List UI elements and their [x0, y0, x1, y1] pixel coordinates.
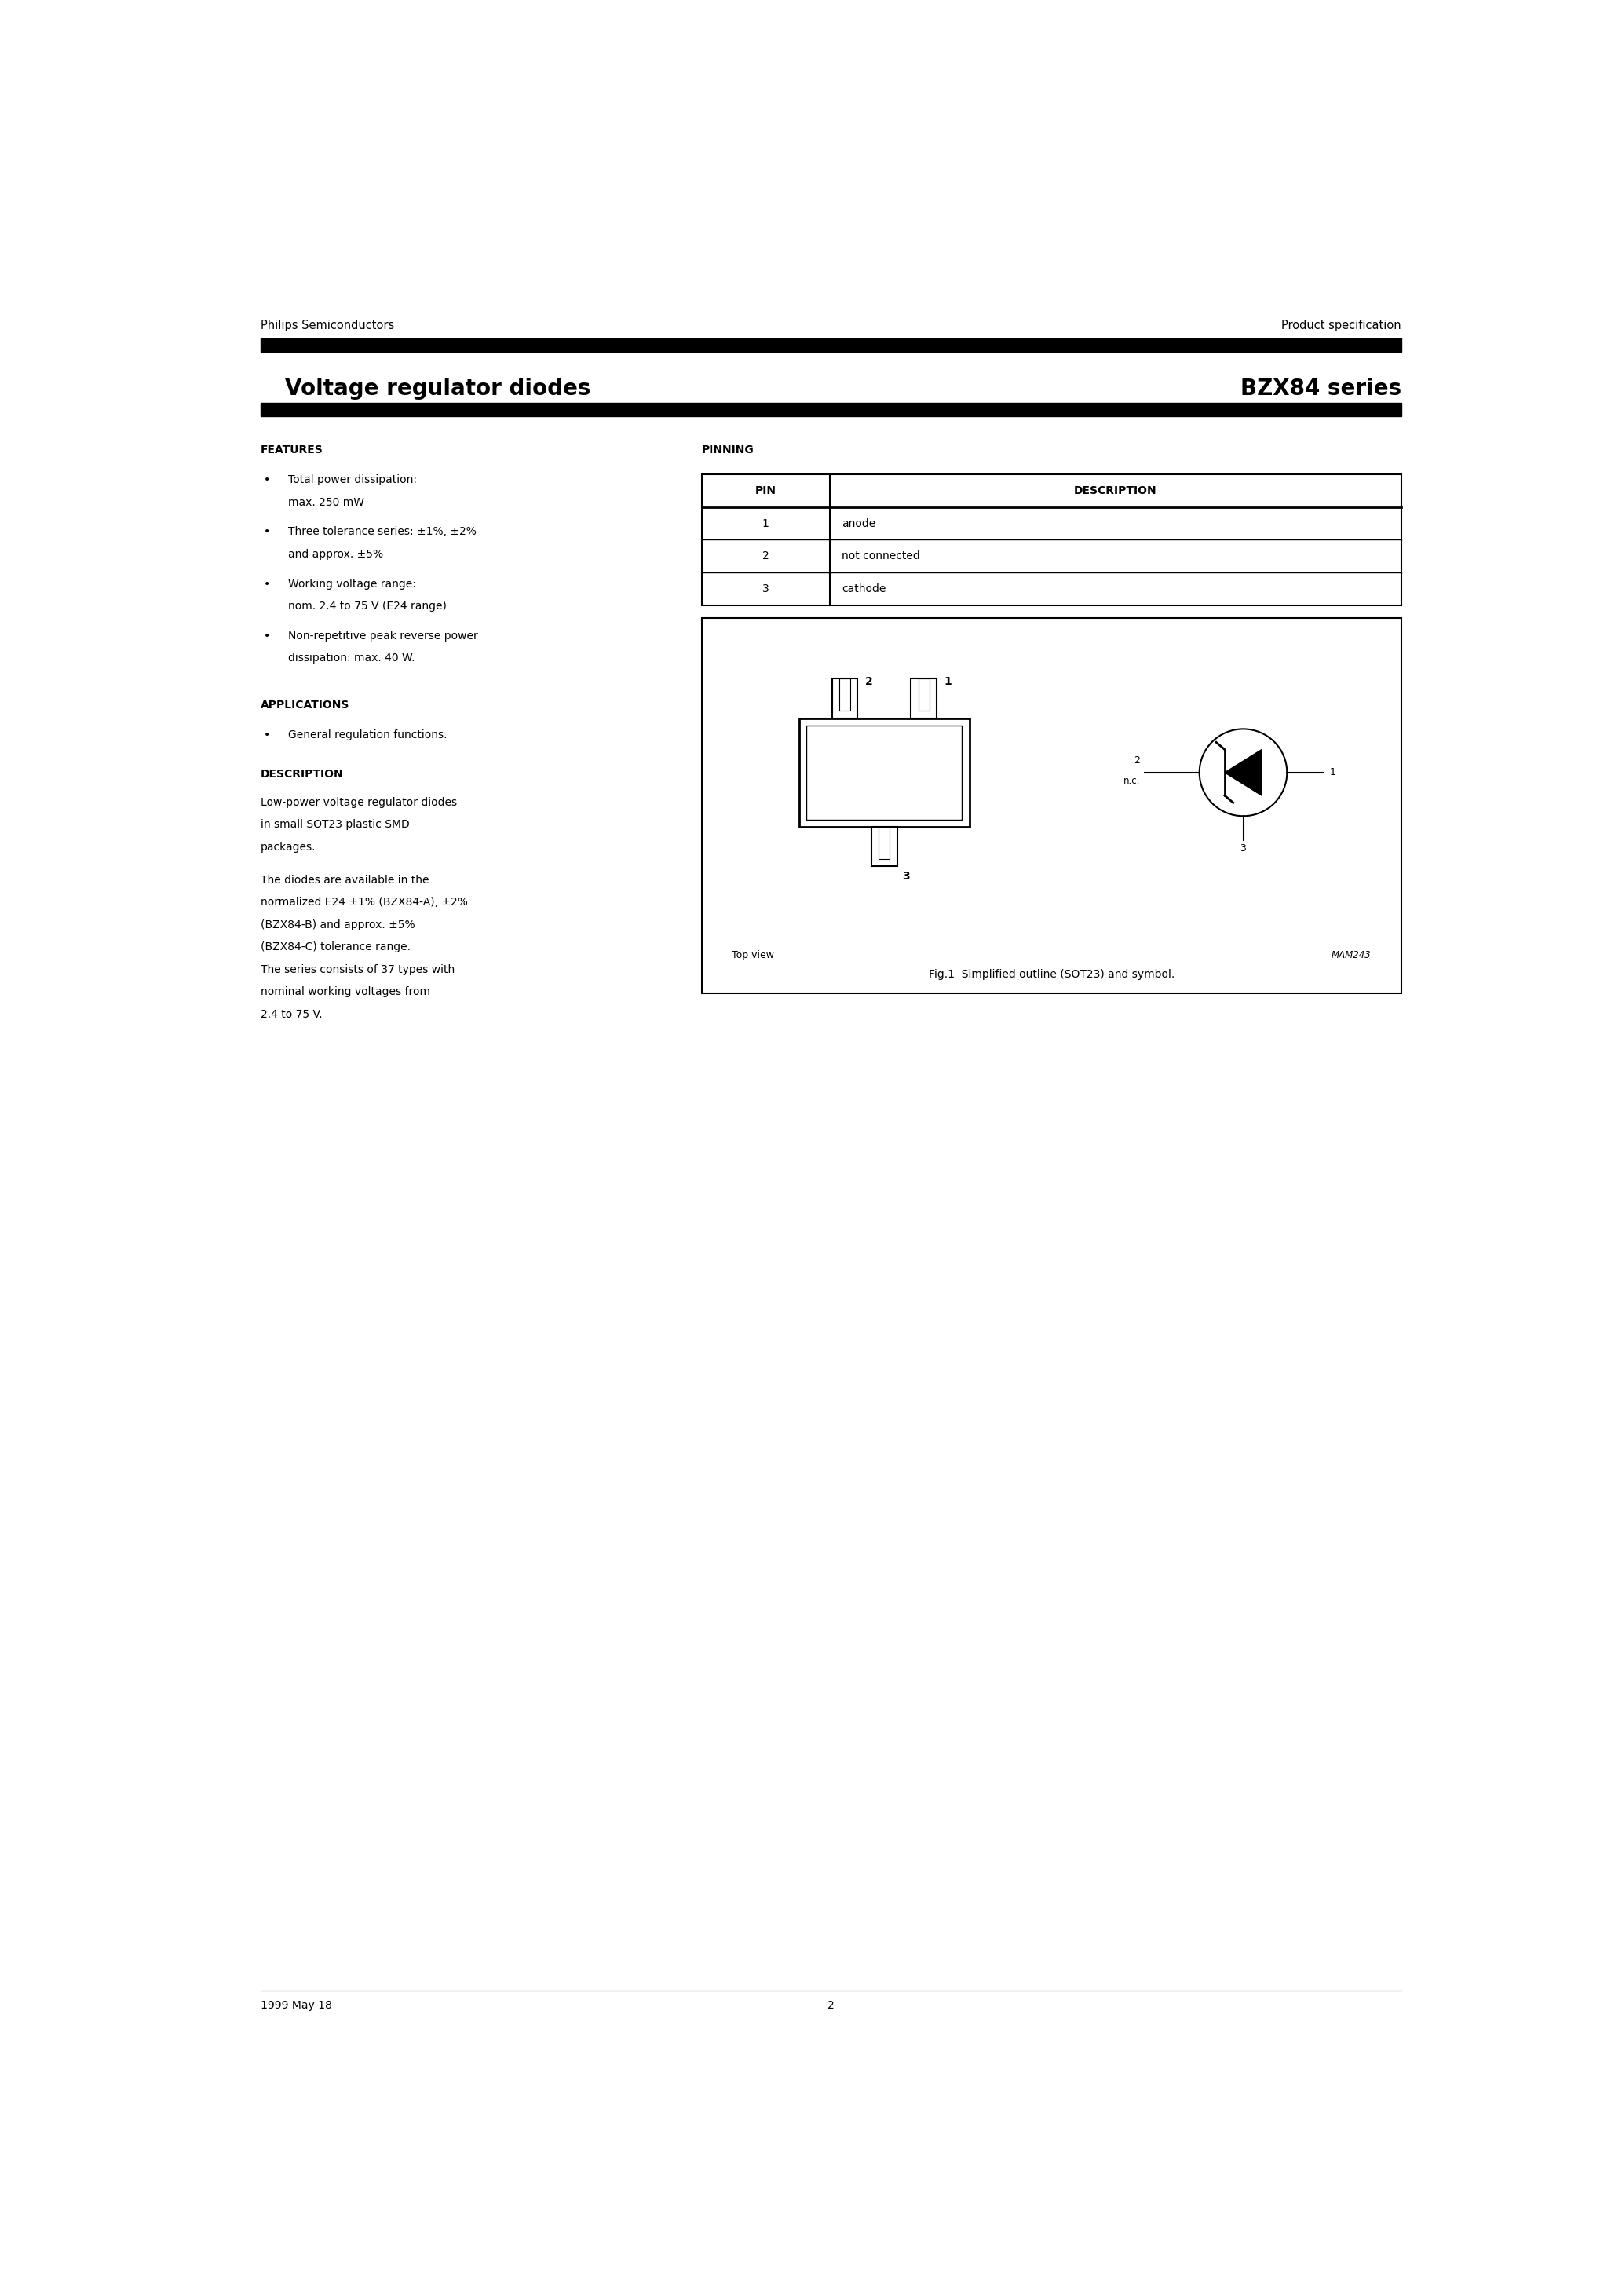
Text: Three tolerance series: ±1%, ±2%: Three tolerance series: ±1%, ±2%	[289, 526, 477, 537]
Text: Top view: Top view	[732, 951, 774, 960]
Text: 1: 1	[944, 675, 952, 687]
Text: and approx. ±5%: and approx. ±5%	[289, 549, 383, 560]
Text: General regulation functions.: General regulation functions.	[289, 730, 448, 742]
Text: max. 250 mW: max. 250 mW	[289, 496, 363, 507]
Text: normalized E24 ±1% (BZX84-A), ±2%: normalized E24 ±1% (BZX84-A), ±2%	[261, 898, 467, 907]
Text: 3: 3	[1241, 843, 1246, 854]
Text: Non-repetitive peak reverse power: Non-repetitive peak reverse power	[289, 631, 478, 641]
Bar	[800, 719, 970, 827]
Text: nominal working voltages from: nominal working voltages from	[261, 987, 430, 996]
Text: (BZX84-B) and approx. ±5%: (BZX84-B) and approx. ±5%	[261, 918, 415, 930]
Text: DESCRIPTION: DESCRIPTION	[1074, 484, 1156, 496]
Text: 3: 3	[902, 870, 910, 882]
Text: 3: 3	[762, 583, 769, 595]
Text: APPLICATIONS: APPLICATIONS	[261, 700, 350, 709]
Text: dissipation: max. 40 W.: dissipation: max. 40 W.	[289, 652, 415, 664]
Bar	[879, 827, 890, 859]
Text: in small SOT23 plastic SMD: in small SOT23 plastic SMD	[261, 820, 409, 831]
Bar	[702, 618, 1401, 994]
Bar	[918, 680, 929, 712]
Text: 1999 May 18: 1999 May 18	[261, 2000, 333, 2011]
Text: 1: 1	[1330, 767, 1337, 778]
Text: 2: 2	[762, 551, 769, 563]
Text: Low-power voltage regulator diodes: Low-power voltage regulator diodes	[261, 797, 457, 808]
Bar	[261, 402, 1401, 416]
Text: 1: 1	[762, 519, 769, 528]
Text: Working voltage range:: Working voltage range:	[289, 579, 415, 590]
Text: packages.: packages.	[261, 840, 316, 852]
Text: 2.4 to 75 V.: 2.4 to 75 V.	[261, 1008, 323, 1019]
Text: •: •	[264, 631, 271, 641]
Bar	[832, 680, 858, 719]
Text: •: •	[264, 526, 271, 537]
Text: The series consists of 37 types with: The series consists of 37 types with	[261, 964, 454, 976]
Text: cathode: cathode	[842, 583, 886, 595]
Text: DESCRIPTION: DESCRIPTION	[261, 769, 344, 781]
Text: PIN: PIN	[754, 484, 777, 496]
Text: Fig.1  Simplified outline (SOT23) and symbol.: Fig.1 Simplified outline (SOT23) and sym…	[928, 969, 1174, 980]
Text: nom. 2.4 to 75 V (E24 range): nom. 2.4 to 75 V (E24 range)	[289, 602, 446, 611]
Text: not connected: not connected	[842, 551, 920, 563]
Text: •: •	[264, 579, 271, 590]
Text: BZX84 series: BZX84 series	[1241, 379, 1401, 400]
Text: Voltage regulator diodes: Voltage regulator diodes	[285, 379, 590, 400]
Bar	[702, 475, 1401, 606]
Text: •: •	[264, 730, 271, 742]
Bar	[912, 680, 936, 719]
Text: PINNING: PINNING	[702, 443, 754, 455]
Text: 2: 2	[865, 675, 873, 687]
Polygon shape	[1225, 748, 1262, 794]
Text: 2: 2	[827, 2000, 835, 2011]
Bar	[871, 827, 897, 866]
Text: anode: anode	[842, 519, 876, 528]
Text: (BZX84-C) tolerance range.: (BZX84-C) tolerance range.	[261, 941, 410, 953]
Text: 2: 2	[1134, 755, 1140, 765]
Text: FEATURES: FEATURES	[261, 443, 323, 455]
Bar	[806, 726, 962, 820]
Text: Philips Semiconductors: Philips Semiconductors	[261, 319, 394, 331]
Text: Product specification: Product specification	[1281, 319, 1401, 331]
Bar	[261, 338, 1401, 351]
Text: MAM243: MAM243	[1332, 951, 1371, 960]
Text: n.c.: n.c.	[1122, 776, 1140, 785]
Text: Total power dissipation:: Total power dissipation:	[289, 475, 417, 484]
Text: •: •	[264, 475, 271, 484]
Text: The diodes are available in the: The diodes are available in the	[261, 875, 428, 886]
Bar	[839, 680, 850, 712]
